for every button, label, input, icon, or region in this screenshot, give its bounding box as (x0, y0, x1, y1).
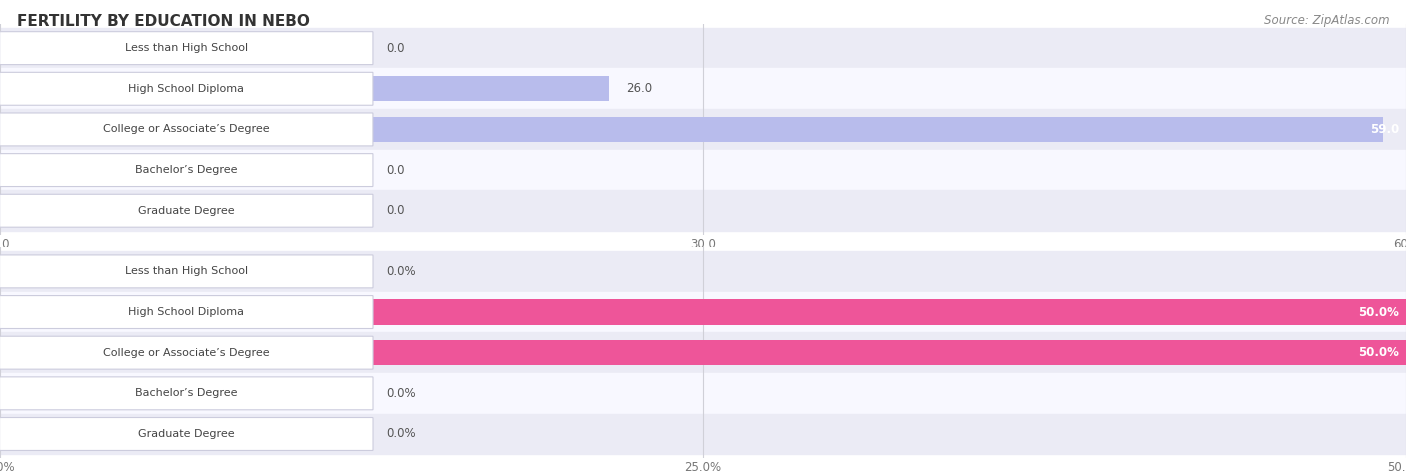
FancyBboxPatch shape (0, 377, 373, 410)
Bar (0, 150, 1406, 190)
Text: High School Diploma: High School Diploma (128, 84, 245, 94)
FancyBboxPatch shape (0, 32, 373, 65)
FancyBboxPatch shape (0, 295, 373, 329)
Text: 0.0: 0.0 (387, 42, 405, 55)
Text: Graduate Degree: Graduate Degree (138, 206, 235, 216)
Text: Bachelor’s Degree: Bachelor’s Degree (135, 389, 238, 399)
Text: Less than High School: Less than High School (125, 43, 247, 53)
FancyBboxPatch shape (0, 72, 373, 105)
Text: 0.0: 0.0 (387, 163, 405, 177)
Bar (0, 190, 1406, 231)
Bar (0, 299, 1406, 324)
Bar (0, 373, 1406, 414)
Text: 0.0%: 0.0% (387, 265, 416, 278)
Bar (0, 414, 1406, 454)
FancyBboxPatch shape (0, 113, 373, 146)
Text: 59.0: 59.0 (1369, 123, 1399, 136)
Text: Graduate Degree: Graduate Degree (138, 429, 235, 439)
Text: 0.0: 0.0 (387, 204, 405, 217)
Text: 0.0%: 0.0% (387, 387, 416, 400)
FancyBboxPatch shape (0, 336, 373, 369)
Bar (0, 68, 1406, 109)
FancyBboxPatch shape (0, 418, 373, 450)
Bar (0, 109, 1406, 150)
Text: 50.0%: 50.0% (1358, 305, 1399, 319)
FancyBboxPatch shape (0, 255, 373, 288)
Text: Bachelor’s Degree: Bachelor’s Degree (135, 165, 238, 175)
Bar (0, 251, 1406, 292)
Bar (0, 332, 1406, 373)
FancyBboxPatch shape (0, 194, 373, 227)
Text: FERTILITY BY EDUCATION IN NEBO: FERTILITY BY EDUCATION IN NEBO (17, 14, 309, 29)
Text: College or Associate’s Degree: College or Associate’s Degree (103, 348, 270, 358)
Text: College or Associate’s Degree: College or Associate’s Degree (103, 124, 270, 134)
Text: Less than High School: Less than High School (125, 266, 247, 276)
Bar (0, 292, 1406, 332)
Bar (0, 117, 1382, 142)
Bar (0, 28, 1406, 68)
Text: 50.0%: 50.0% (1358, 346, 1399, 359)
FancyBboxPatch shape (0, 153, 373, 187)
Bar (0, 76, 609, 101)
Text: 26.0: 26.0 (626, 82, 652, 95)
Text: High School Diploma: High School Diploma (128, 307, 245, 317)
Bar (0, 340, 1406, 365)
Text: Source: ZipAtlas.com: Source: ZipAtlas.com (1264, 14, 1389, 27)
Text: 0.0%: 0.0% (387, 428, 416, 440)
